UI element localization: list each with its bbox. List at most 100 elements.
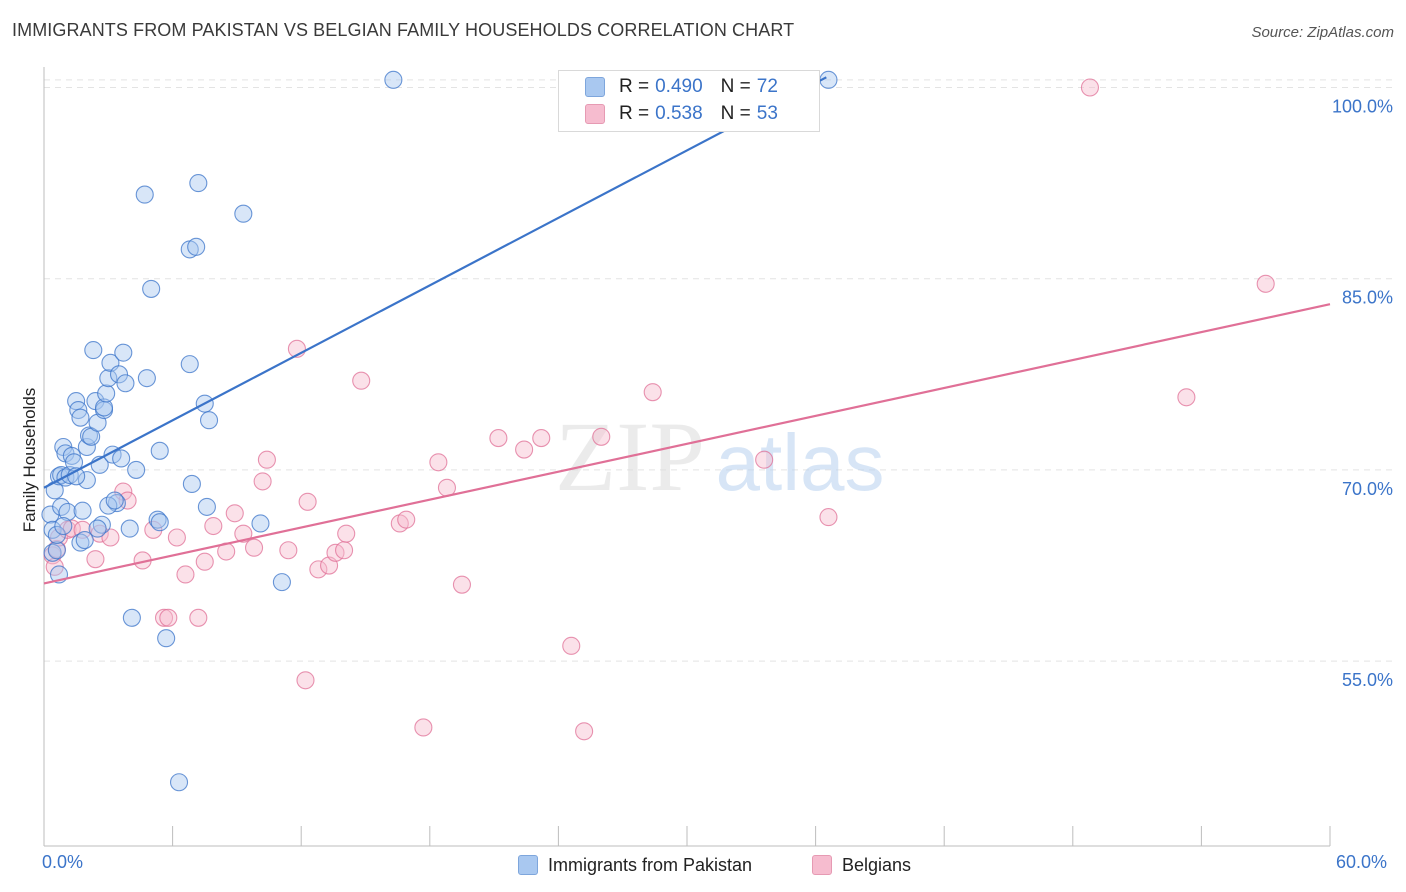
y-tick-label: 55.0% (1342, 670, 1393, 690)
pakistan-point (112, 449, 131, 468)
belgians-point (298, 492, 317, 511)
pakistan-point (137, 369, 156, 388)
pakistan-point (67, 392, 86, 411)
belgians-point (562, 636, 581, 655)
correlation-legend: R = 0.490 N = 72 R = 0.538 N = 53 (558, 70, 820, 132)
belgians-point (643, 383, 662, 402)
legend-label-pakistan: Immigrants from Pakistan (548, 854, 753, 875)
belgians-point (397, 510, 416, 529)
legend-item-pakistan: Immigrants from Pakistan (518, 852, 752, 878)
pakistan-point (148, 510, 167, 529)
legend-n-value: 72 (756, 76, 778, 97)
belgians-legend-icon (812, 855, 832, 875)
pakistan-point (127, 460, 146, 479)
belgians-point (489, 429, 508, 448)
pakistan-point (71, 408, 90, 427)
pakistan-point (84, 341, 103, 360)
belgians-point (335, 541, 354, 560)
pakistan-point (142, 279, 161, 298)
belgians-point (257, 450, 276, 469)
pakistan-point (105, 491, 124, 510)
legend-r-value: 0.490 (655, 76, 703, 97)
y-tick-label: 85.0% (1342, 288, 1393, 308)
belgians-point (414, 718, 433, 737)
belgians-swatch-icon (585, 104, 605, 124)
gridlines (44, 79, 1394, 662)
y-tick-label: 100.0% (1332, 96, 1393, 116)
pakistan-point (77, 437, 96, 457)
pakistan-point (169, 773, 189, 792)
belgians-point (244, 538, 264, 557)
pakistan-point (69, 400, 88, 420)
pakistan-point (122, 608, 141, 627)
belgians-point (1080, 78, 1099, 97)
pakistan-legend-icon (518, 855, 538, 875)
belgians-point (118, 491, 137, 510)
pakistan-point (234, 204, 253, 223)
pakistan-point (189, 174, 208, 193)
pakistan-point (384, 70, 403, 89)
legend-n-value: 53 (756, 103, 778, 124)
legend-row-belgians: R = 0.538 N = 53 (585, 102, 778, 126)
pakistan-point (120, 519, 139, 538)
legend-n-label: N = (720, 76, 751, 97)
trend-lines (43, 76, 1331, 585)
belgians-point (532, 429, 551, 448)
pakistan-point (114, 343, 133, 362)
belgians-point (86, 550, 105, 569)
belgians-point (515, 440, 534, 459)
pakistan-point (97, 384, 116, 403)
pakistan-point (197, 497, 216, 516)
pakistan-point (272, 573, 291, 592)
belgians-point (195, 552, 214, 571)
belgians-point (429, 453, 448, 472)
legend-n-label: N = (720, 103, 751, 124)
legend-item-belgians: Belgians (812, 852, 911, 878)
pakistan-point (109, 365, 129, 384)
belgians-trend-line (43, 303, 1331, 585)
belgians-point (1256, 274, 1275, 293)
pakistan-point (47, 541, 66, 560)
source-credit: Source: ZipAtlas.com (1251, 24, 1394, 41)
belgians-point (279, 541, 298, 560)
pakistan-point (116, 374, 135, 393)
legend-r-value: 0.538 (655, 103, 703, 124)
pakistan-point (88, 519, 107, 538)
pakistan-point (150, 513, 169, 532)
belgians-point (592, 427, 611, 446)
pakistan-point (54, 516, 73, 536)
belgians-points (43, 78, 1275, 741)
pakistan-point (199, 411, 219, 430)
pakistan-point (187, 237, 206, 256)
belgians-point (101, 528, 120, 547)
pakistan-points (41, 70, 838, 792)
belgians-point (309, 560, 328, 579)
belgians-point (819, 508, 838, 527)
x-tick-label-min: 0.0% (42, 852, 84, 872)
pakistan-point (75, 530, 94, 550)
axes (43, 67, 1331, 847)
belgians-point (253, 472, 272, 491)
legend-r-label: R = (619, 76, 650, 97)
belgians-point (144, 520, 163, 539)
pakistan-point (47, 525, 66, 544)
belgians-point (154, 608, 174, 627)
belgians-point (176, 565, 195, 584)
legend-label-belgians: Belgians (842, 854, 912, 875)
x-tick-label-max: 60.0% (1336, 852, 1388, 872)
belgians-point (452, 575, 472, 594)
pakistan-point (73, 501, 92, 520)
belgians-point (189, 608, 208, 627)
legend-row-pakistan: R = 0.490 N = 72 (585, 75, 778, 99)
pakistan-point (157, 629, 176, 648)
pakistan-trend-line (43, 76, 827, 489)
pakistan-point (77, 471, 96, 490)
belgians-point (575, 722, 594, 741)
belgians-point (352, 371, 371, 390)
belgians-point (337, 524, 356, 543)
watermark: ZIP atlas (555, 401, 884, 512)
y-tick-label: 70.0% (1342, 479, 1393, 499)
belgians-point (225, 504, 244, 523)
pakistan-point (180, 355, 199, 374)
